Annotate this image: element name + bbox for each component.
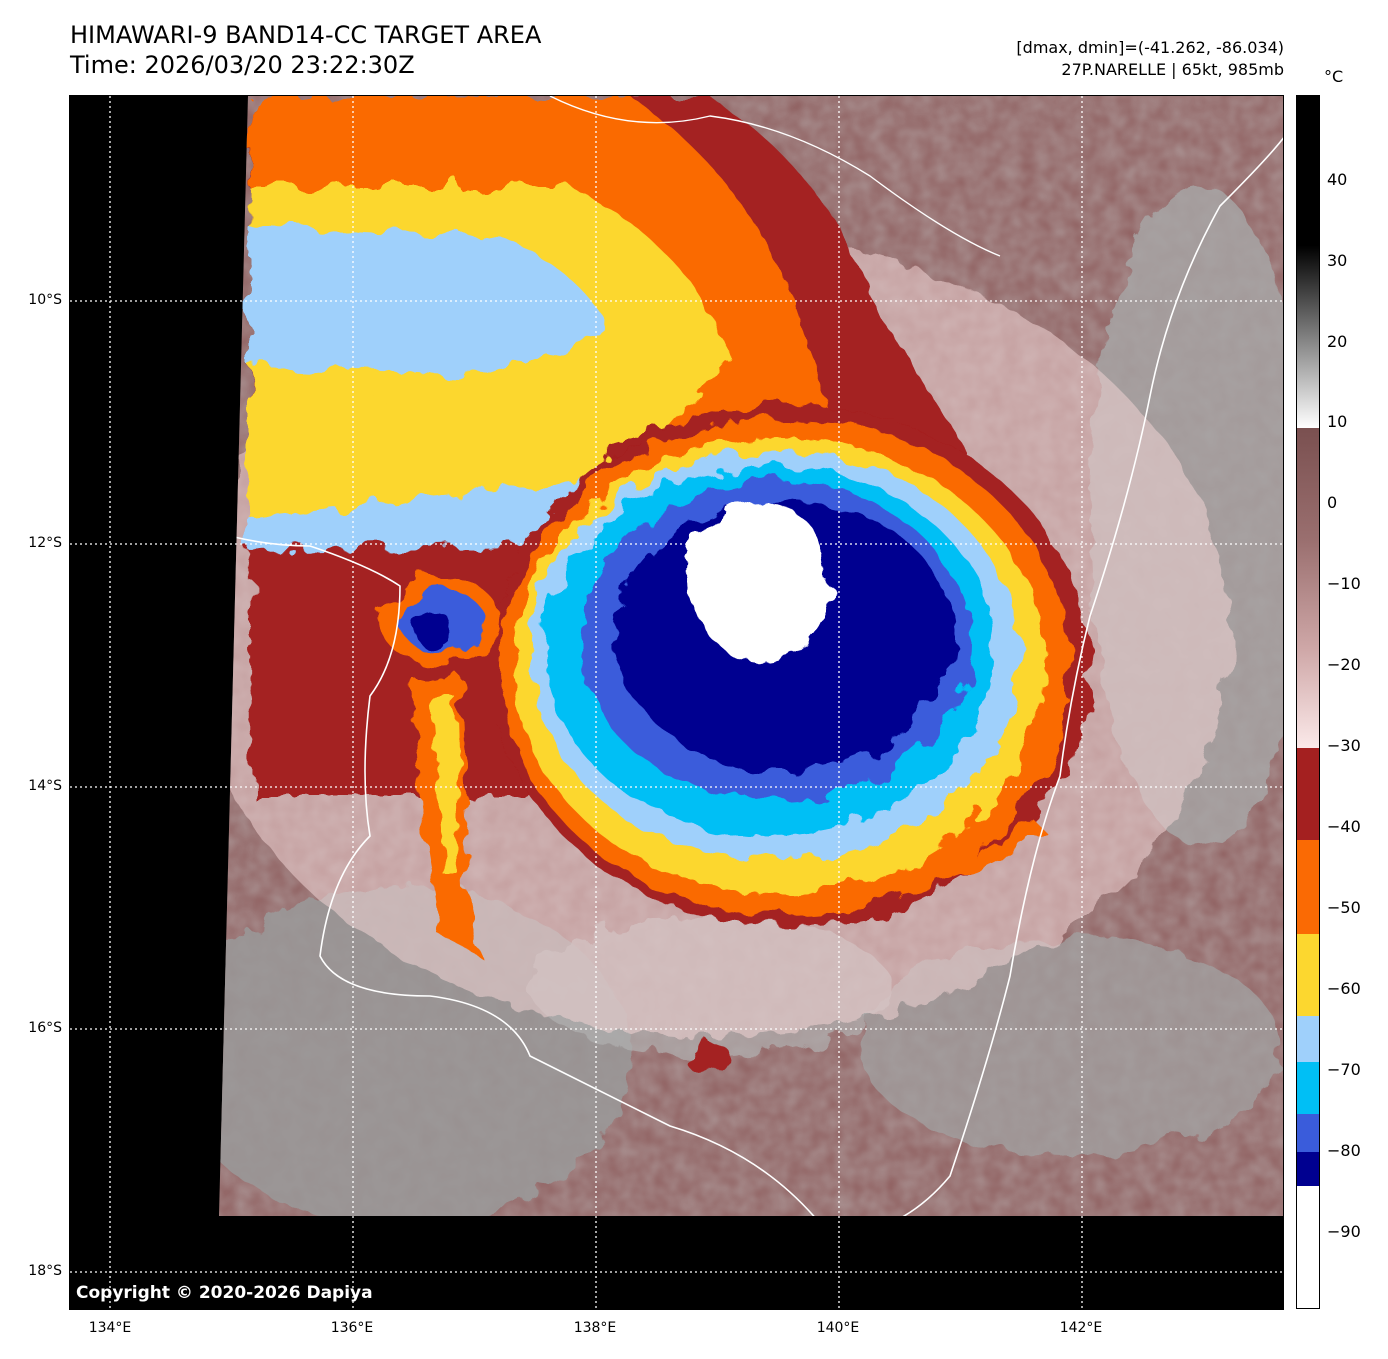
- colorbar: [1296, 95, 1320, 1309]
- colorbar-tick: −80: [1327, 1141, 1361, 1160]
- title-line-2: Time: 2026/03/20 23:22:30Z: [70, 51, 415, 79]
- lon-label-138e: 138°E: [573, 1320, 617, 1336]
- colorbar-tick: −10: [1327, 574, 1361, 593]
- satellite-map: Copyright © 2020-2026 Dapiya: [69, 95, 1284, 1310]
- colorbar-unit: °C: [1324, 67, 1344, 86]
- colorbar-scale: [1297, 96, 1319, 1308]
- lon-label-134e: 134°E: [88, 1320, 132, 1336]
- title-line-1: HIMAWARI-9 BAND14-CC TARGET AREA: [70, 21, 542, 49]
- lat-label-16s: 16°S: [28, 1020, 62, 1036]
- storm-info: [dmax, dmin]=(-41.262, -86.034) 27P.NARE…: [1016, 37, 1284, 81]
- cold-core: [690, 501, 830, 661]
- colorbar-tick: −60: [1327, 979, 1361, 998]
- colorbar-tick: −30: [1327, 736, 1361, 755]
- copyright-notice: Copyright © 2020-2026 Dapiya: [76, 1283, 373, 1303]
- lat-label-14s: 14°S: [28, 778, 62, 794]
- coastline: [219, 135, 1283, 1216]
- lat-label-18s: 18°S: [28, 1263, 62, 1279]
- colorbar-tick: 30: [1327, 251, 1348, 270]
- colorbar-tick: −50: [1327, 898, 1361, 917]
- colorbar-tick: −90: [1327, 1222, 1361, 1241]
- stats-line: [dmax, dmin]=(-41.262, -86.034): [1016, 38, 1284, 57]
- lon-label-140e: 140°E: [816, 1320, 860, 1336]
- lon-label-142e: 142°E: [1059, 1320, 1103, 1336]
- lat-label-12s: 12°S: [28, 535, 62, 551]
- colorbar-tick: −70: [1327, 1060, 1361, 1079]
- colorbar-tick: −20: [1327, 655, 1361, 674]
- storm-line: 27P.NARELLE | 65kt, 985mb: [1061, 60, 1284, 79]
- colorbar-tick: 10: [1327, 412, 1348, 431]
- lon-label-136e: 136°E: [330, 1320, 374, 1336]
- colorbar-tick: −40: [1327, 817, 1361, 836]
- colorbar-tick: 0: [1327, 493, 1338, 512]
- lat-label-10s: 10°S: [28, 292, 62, 308]
- satellite-imagery: [70, 96, 1283, 1309]
- colorbar-tick: 20: [1327, 332, 1348, 351]
- colorbar-tick: 40: [1327, 170, 1348, 189]
- plot-title: HIMAWARI-9 BAND14-CC TARGET AREA Time: 2…: [70, 20, 541, 80]
